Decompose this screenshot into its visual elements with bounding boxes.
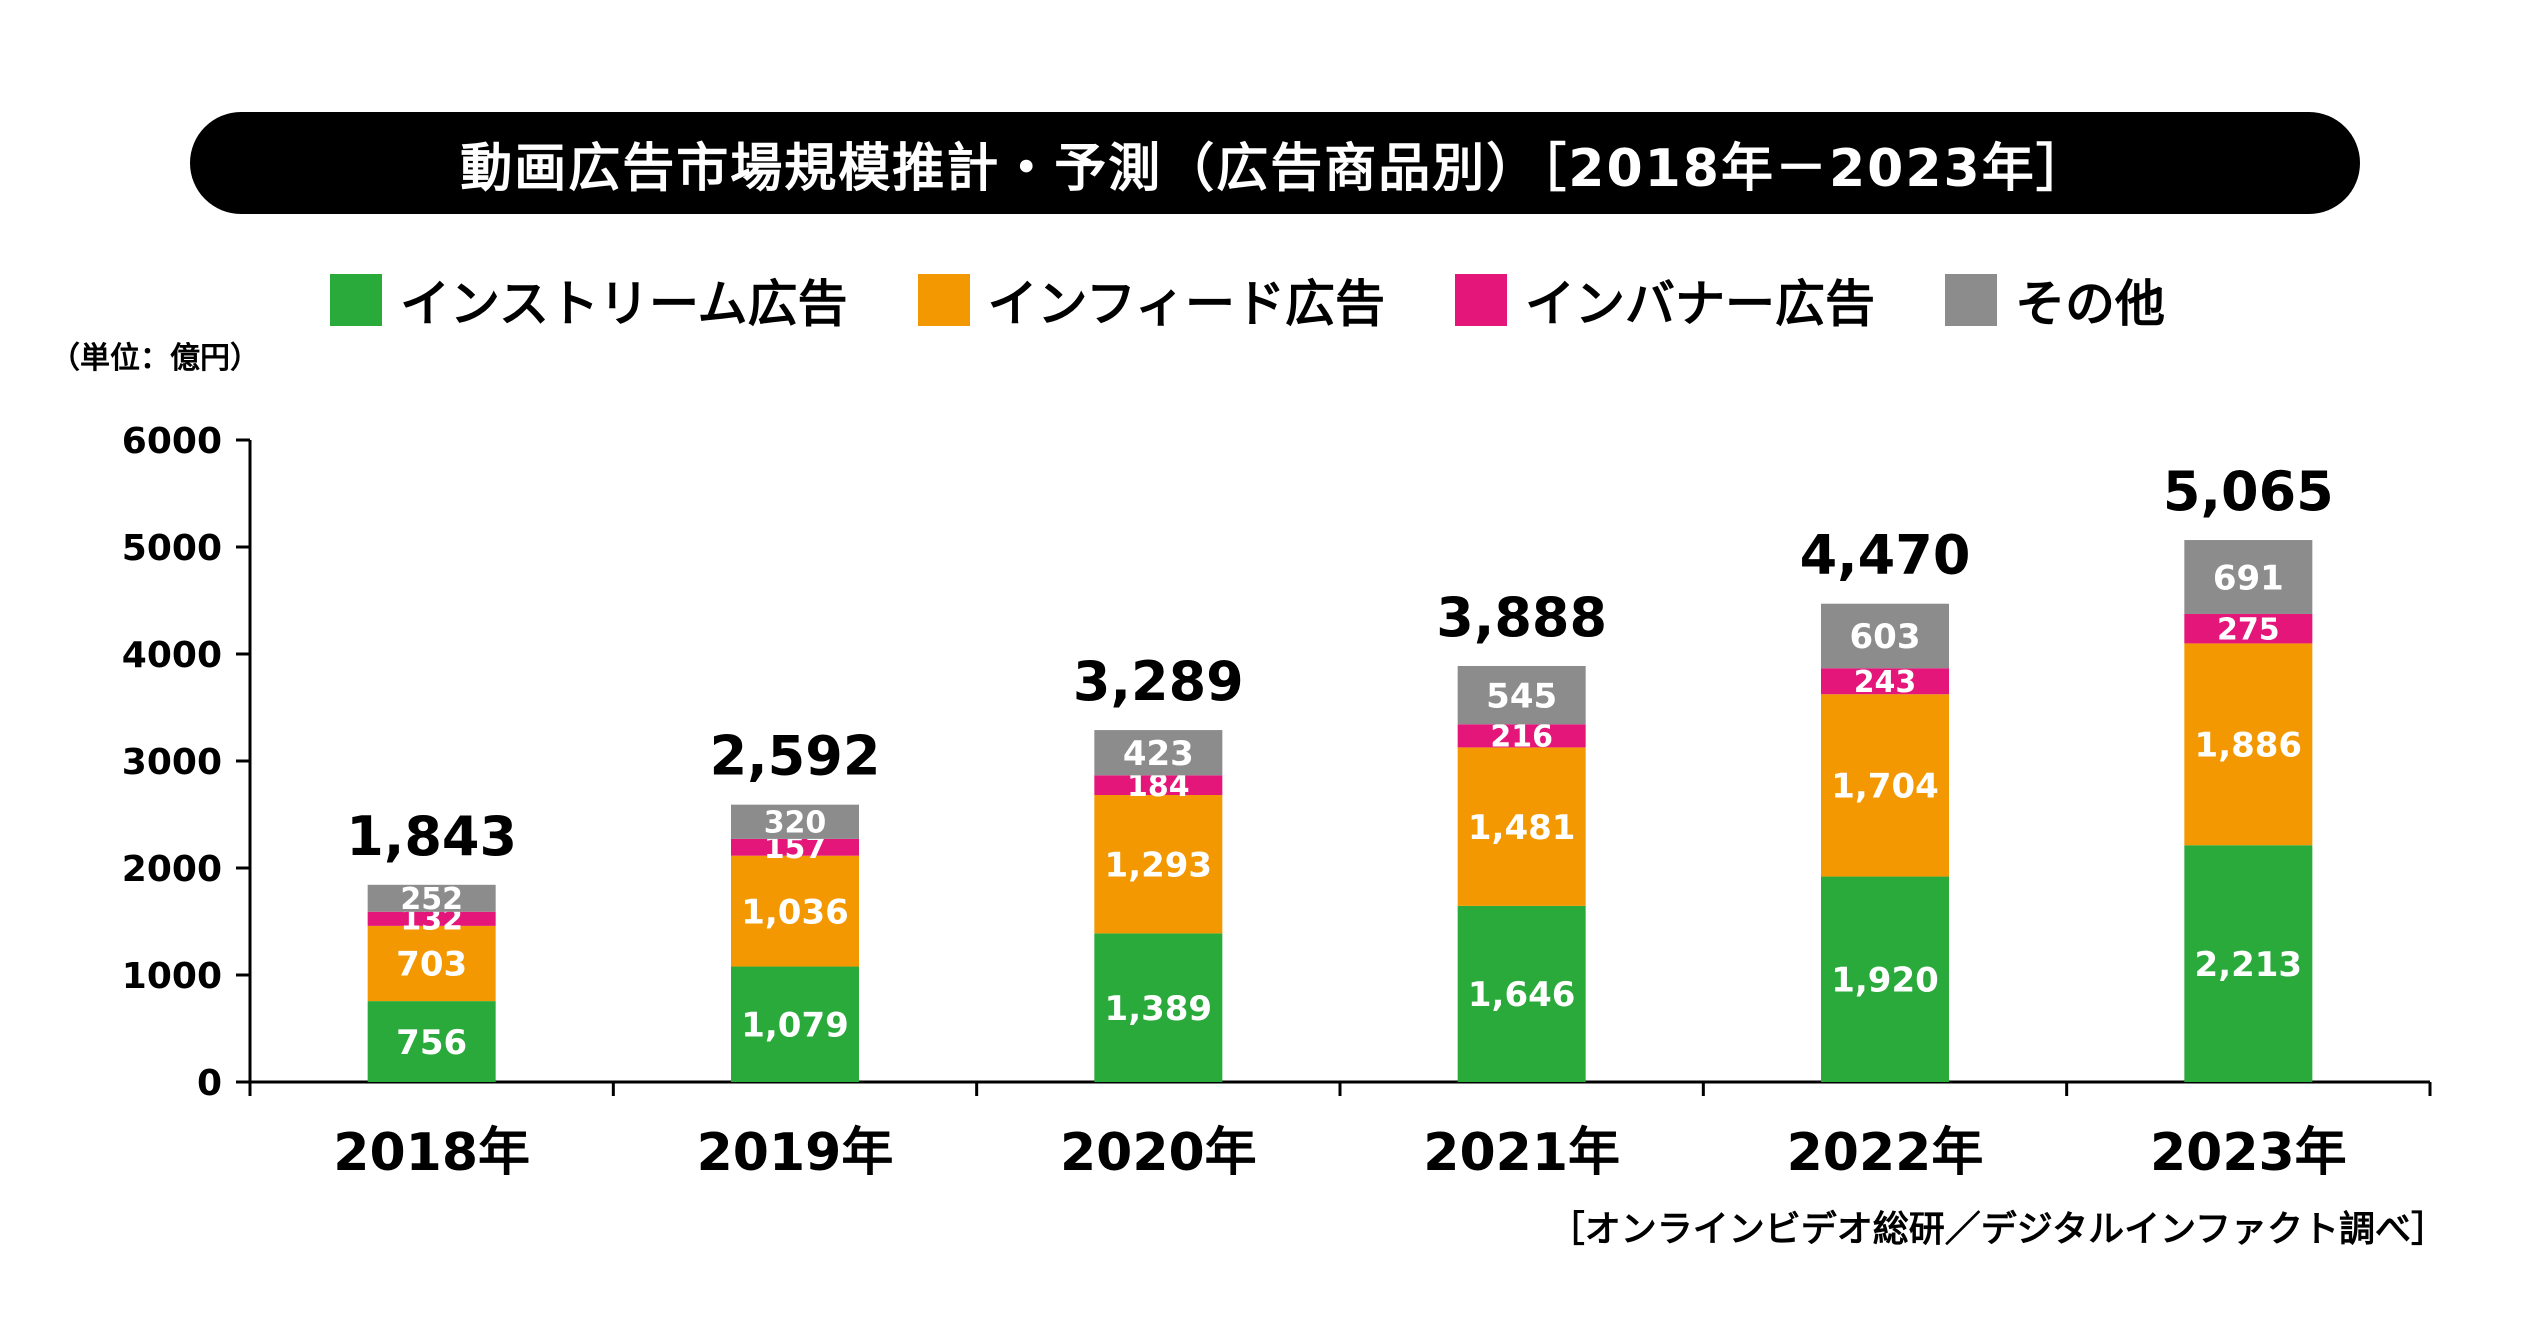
unit-label: （単位：億円）: [50, 341, 260, 376]
x-category-label: 2020年: [1060, 1123, 1257, 1183]
chart-title-banner: 動画広告市場規模推計・予測（広告商品別）［2018年－2023年］: [190, 112, 2360, 214]
legend-label-other: その他: [2015, 275, 2165, 333]
bar-segment: [1457, 905, 1586, 1082]
bar-segment-label: 1,886: [2195, 726, 2303, 766]
bar-total-label: 5,065: [2163, 460, 2334, 523]
bar-segment: [367, 925, 496, 1002]
bar-segment: [1821, 876, 1949, 1082]
legend-swatch-infeed: [917, 274, 970, 326]
bar-segment: [2184, 845, 2313, 1082]
bar-segment: [367, 1001, 496, 1082]
legend-item-other: その他: [1945, 264, 2165, 336]
legend: インストリーム広告 インフィード広告 インバナー広告 その他: [330, 268, 2235, 333]
bar-segment-label: 1,036: [741, 892, 849, 932]
source-note: ［オンラインビデオ総研／デジタルインファクト調べ］: [1548, 1209, 2447, 1250]
bar-segment: [1457, 747, 1586, 906]
bar-segment-label: 1,704: [1831, 767, 1939, 807]
legend-item-instream: インストリーム広告: [330, 264, 848, 336]
bar-segment-label: 703: [396, 945, 467, 985]
y-tick-label: 3000: [122, 742, 222, 783]
bar-total-label: 3,888: [1436, 586, 1607, 649]
bar-segment-label: 756: [396, 1023, 467, 1063]
bar-segment: [1457, 724, 1586, 748]
bar-segment-label: 1,646: [1468, 975, 1576, 1015]
bar-segment-label: 275: [2217, 612, 2280, 647]
bar-segment-label: 1,920: [1831, 961, 1939, 1001]
bar-segment: [367, 884, 496, 912]
bar-segment-label: 243: [1854, 665, 1917, 700]
legend-item-infeed: インフィード広告: [917, 264, 1386, 336]
bar-segment-label: 252: [400, 882, 463, 917]
legend-label-inbanner: インバナー広告: [1525, 275, 1875, 333]
bar-segment-label: 1,389: [1105, 989, 1213, 1029]
legend-swatch-instream: [330, 274, 382, 326]
bar-segment: [731, 855, 859, 967]
bar-segment: [1821, 603, 1949, 669]
legend-swatch-inbanner: [1455, 274, 1507, 326]
legend-item-inbanner: インバナー広告: [1455, 264, 1875, 336]
x-category-label: 2018年: [333, 1123, 530, 1183]
x-category-label: 2022年: [1787, 1123, 1984, 1183]
bar-segment: [367, 911, 496, 926]
bar-segment: [1094, 795, 1223, 934]
bar-segment: [2184, 540, 2313, 614]
y-tick-label: 4000: [122, 635, 222, 676]
x-category-label: 2021年: [1423, 1123, 1620, 1183]
bar-segment-label: 320: [764, 806, 827, 841]
bar-segment-label: 1,079: [741, 1006, 849, 1046]
bar-total-label: 4,470: [1800, 524, 1971, 587]
bar-segment-label: 423: [1123, 734, 1194, 774]
bar-segment: [1457, 665, 1586, 725]
bar-segment: [1094, 730, 1223, 776]
legend-label-infeed: インフィード広告: [987, 275, 1386, 333]
legend-label-instream: インストリーム広告: [400, 275, 848, 333]
bar-total-label: 2,592: [710, 725, 881, 788]
bar-segment: [731, 804, 859, 839]
bar-segment: [1094, 775, 1223, 796]
bar-segment-label: 545: [1486, 676, 1557, 716]
bar-segment: [1821, 668, 1949, 695]
x-category-label: 2019年: [697, 1123, 894, 1183]
y-tick-label: 2000: [122, 849, 222, 890]
y-tick-label: 1000: [122, 956, 222, 997]
bar-segment-label: 216: [1490, 720, 1553, 755]
legend-swatch-other: [1945, 274, 1997, 326]
y-tick-label: 5000: [122, 528, 222, 569]
bar-segment: [2184, 613, 2313, 644]
y-tick-label: 6000: [122, 421, 222, 462]
bar-segment-label: 2,213: [2195, 945, 2303, 985]
bar-total-label: 1,843: [346, 805, 517, 868]
bar-segment: [2184, 643, 2313, 846]
bar-segment: [1094, 933, 1223, 1082]
bar-segment-label: 1,293: [1105, 845, 1213, 885]
bar-segment-label: 691: [2213, 558, 2284, 598]
bar-segment-label: 603: [1850, 617, 1921, 657]
bar-segment-label: 1,481: [1468, 808, 1576, 848]
y-tick-label: 0: [197, 1063, 222, 1104]
bar-segment: [731, 838, 859, 856]
x-category-label: 2023年: [2150, 1123, 2347, 1183]
bar-segment: [731, 966, 859, 1082]
chart-title: 動画広告市場規模推計・予測（広告商品別）［2018年－2023年］: [460, 138, 2090, 199]
bar-total-label: 3,289: [1073, 650, 1244, 713]
bar-segment: [1821, 694, 1949, 877]
